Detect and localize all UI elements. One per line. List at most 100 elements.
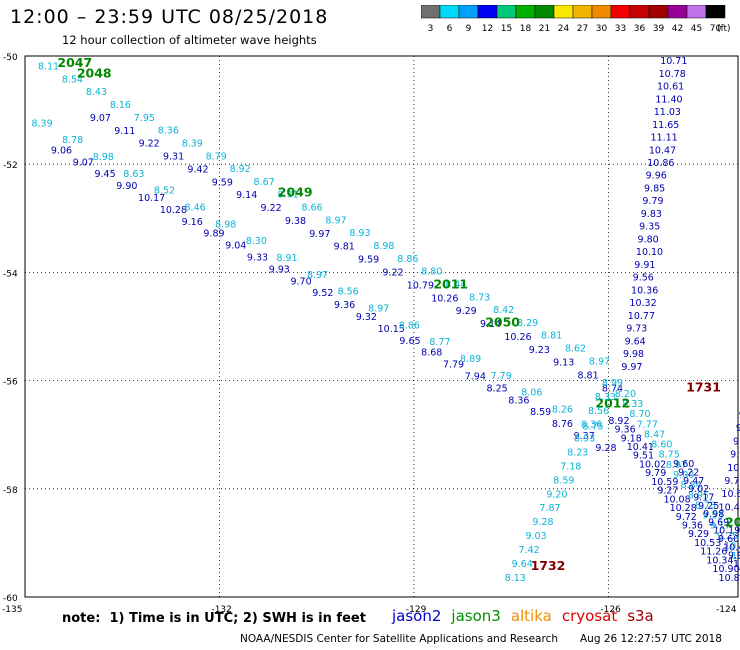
wave-height-value: 10.26 (504, 332, 531, 343)
wave-height-value: 9.90 (116, 181, 137, 192)
wave-height-value: 9.59 (212, 177, 233, 188)
wave-height-value: 9.83 (641, 209, 662, 220)
wave-height-value: 9.98 (730, 450, 740, 461)
colorbar-label: 27 (577, 24, 588, 34)
wave-height-value: 9.06 (51, 145, 72, 156)
wave-height-value: 8.06 (521, 388, 542, 399)
legend-jason2: jason2 (392, 607, 442, 625)
wave-height-value: 8.97 (666, 460, 687, 471)
wave-height-value: 9.60 (673, 459, 694, 470)
colorbar-label: 33 (615, 24, 626, 34)
wave-height-value: 9.07 (73, 157, 94, 168)
wave-height-value: 8.39 (31, 118, 52, 129)
wave-height-value: 8.80 (421, 267, 442, 278)
wave-height-value: 9.14 (480, 319, 501, 330)
wave-height-value: 9.60 (718, 534, 739, 545)
wave-height-value: 9.59 (358, 255, 379, 266)
wave-height-value: 8.78 (62, 135, 83, 146)
pass-number-label: 1732 (531, 558, 566, 573)
wave-height-value: 9.52 (312, 288, 333, 299)
generated-timestamp: Aug 26 12:27:57 UTC 2018 (580, 633, 722, 645)
x-tick-label: -135 (2, 605, 22, 615)
x-tick-label: -132 (211, 605, 231, 615)
wave-height-value: 9.53 (702, 511, 723, 522)
wave-height-value: 11.92 (732, 551, 740, 562)
wave-height-value: 7.79 (443, 360, 464, 371)
colorbar-label: 18 (520, 24, 532, 34)
wave-height-value: 9.51 (633, 451, 654, 462)
pass-number-label: 2012 (595, 396, 630, 411)
wave-height-value: 9.29 (456, 306, 477, 317)
wave-height-value: 8.79 (206, 151, 227, 162)
chart-subtitle: 12 hour collection of altimeter wave hei… (62, 33, 317, 47)
wave-height-value: 8.98 (373, 241, 394, 252)
wave-height-value: 8.36 (158, 126, 179, 137)
wave-height-value: 10.90 (712, 564, 739, 575)
wave-height-value: 9.45 (94, 169, 115, 180)
wave-height-value: 10.10 (636, 247, 663, 258)
wave-height-value: 9.89 (203, 229, 224, 240)
credit-text: NOAA/NESDIS Center for Satellite Applica… (240, 633, 558, 645)
wave-height-value: 9.17 (710, 521, 731, 532)
wave-height-value: 8.98 (93, 152, 114, 163)
wave-height-value: 8.36 (581, 420, 602, 431)
legend-cryosat: cryosat (561, 607, 618, 625)
wave-height-value: 9.36 (614, 425, 635, 436)
wave-height-value: 8.39 (182, 138, 203, 149)
wave-height-value: 8.92 (230, 164, 251, 175)
wave-height-value: 9.28 (595, 443, 616, 454)
wave-height-value: 8.54 (62, 74, 83, 85)
wave-height-value: 8.11 (38, 62, 59, 73)
wave-height-value: 8.56 (338, 287, 359, 298)
wave-height-value: 9.55 (733, 436, 740, 447)
wave-height-value: 11.03 (654, 107, 681, 118)
colorbar-label: 12 (482, 24, 493, 34)
wave-height-value: 10.28 (670, 503, 697, 514)
wave-height-value: 9.11 (114, 126, 135, 137)
wave-height-value: 8.47 (644, 429, 665, 440)
colorbar-label: 36 (634, 24, 646, 34)
wave-height-value: 9.73 (626, 324, 647, 335)
wave-height-value: 9.38 (285, 216, 306, 227)
wave-height-value: 10.86 (647, 158, 674, 169)
wave-height-value: 9.75 (724, 476, 740, 487)
wave-height-value: 9.65 (399, 336, 420, 347)
wave-height-value: 9.14 (236, 190, 257, 201)
wave-height-value: 10.47 (649, 145, 676, 156)
wave-height-value: 9.28 (532, 517, 553, 528)
wave-height-value: 8.98 (215, 219, 236, 230)
wave-height-value: 9.79 (645, 468, 666, 479)
y-tick-label: -60 (3, 594, 18, 604)
colorbar-label: 30 (596, 24, 608, 34)
wave-height-value: 8.26 (552, 404, 573, 415)
wave-height-value: 11.40 (655, 94, 682, 105)
wave-height-value: 10.26 (431, 293, 458, 304)
wave-height-value: 10.02 (639, 459, 666, 470)
wave-height-value: 10.17 (138, 193, 165, 204)
time-unit-note: note: 1) Time is in UTC; 2) SWH is in fe… (62, 611, 366, 626)
wave-height-value: 9.47 (683, 476, 704, 487)
wave-height-value: 10.19 (713, 526, 740, 537)
wave-height-value: 9.91 (728, 551, 740, 562)
wave-height-value: 9.32 (356, 312, 377, 323)
colorbar-unit: (ft) (717, 24, 731, 34)
wave-height-value: 9.25 (717, 531, 738, 542)
wave-height-value: 7.42 (519, 545, 540, 556)
wave-height-value: 8.92 (608, 416, 629, 427)
wave-height-value: 9.16 (182, 217, 203, 228)
wave-height-value: 11.26 (700, 547, 727, 558)
wave-height-value: 10.28 (160, 205, 187, 216)
wave-height-value: 9.93 (269, 264, 290, 275)
wave-height-value: 11.52 (733, 559, 740, 570)
wave-height-value: 9.22 (678, 467, 699, 478)
wave-height-value: 9.96 (646, 171, 667, 182)
wave-height-value: 10.15 (378, 324, 405, 335)
wave-height-value: 8.43 (86, 87, 107, 98)
wave-height-value: 8.67 (254, 177, 275, 188)
wave-height-value: 8.89 (460, 354, 481, 365)
legend-jason3: jason3 (451, 607, 501, 625)
pass-number-label: 2011 (433, 277, 468, 292)
wave-height-value: 7.79 (491, 371, 512, 382)
y-tick-label: -54 (3, 269, 18, 279)
x-tick-label: -129 (406, 605, 427, 615)
